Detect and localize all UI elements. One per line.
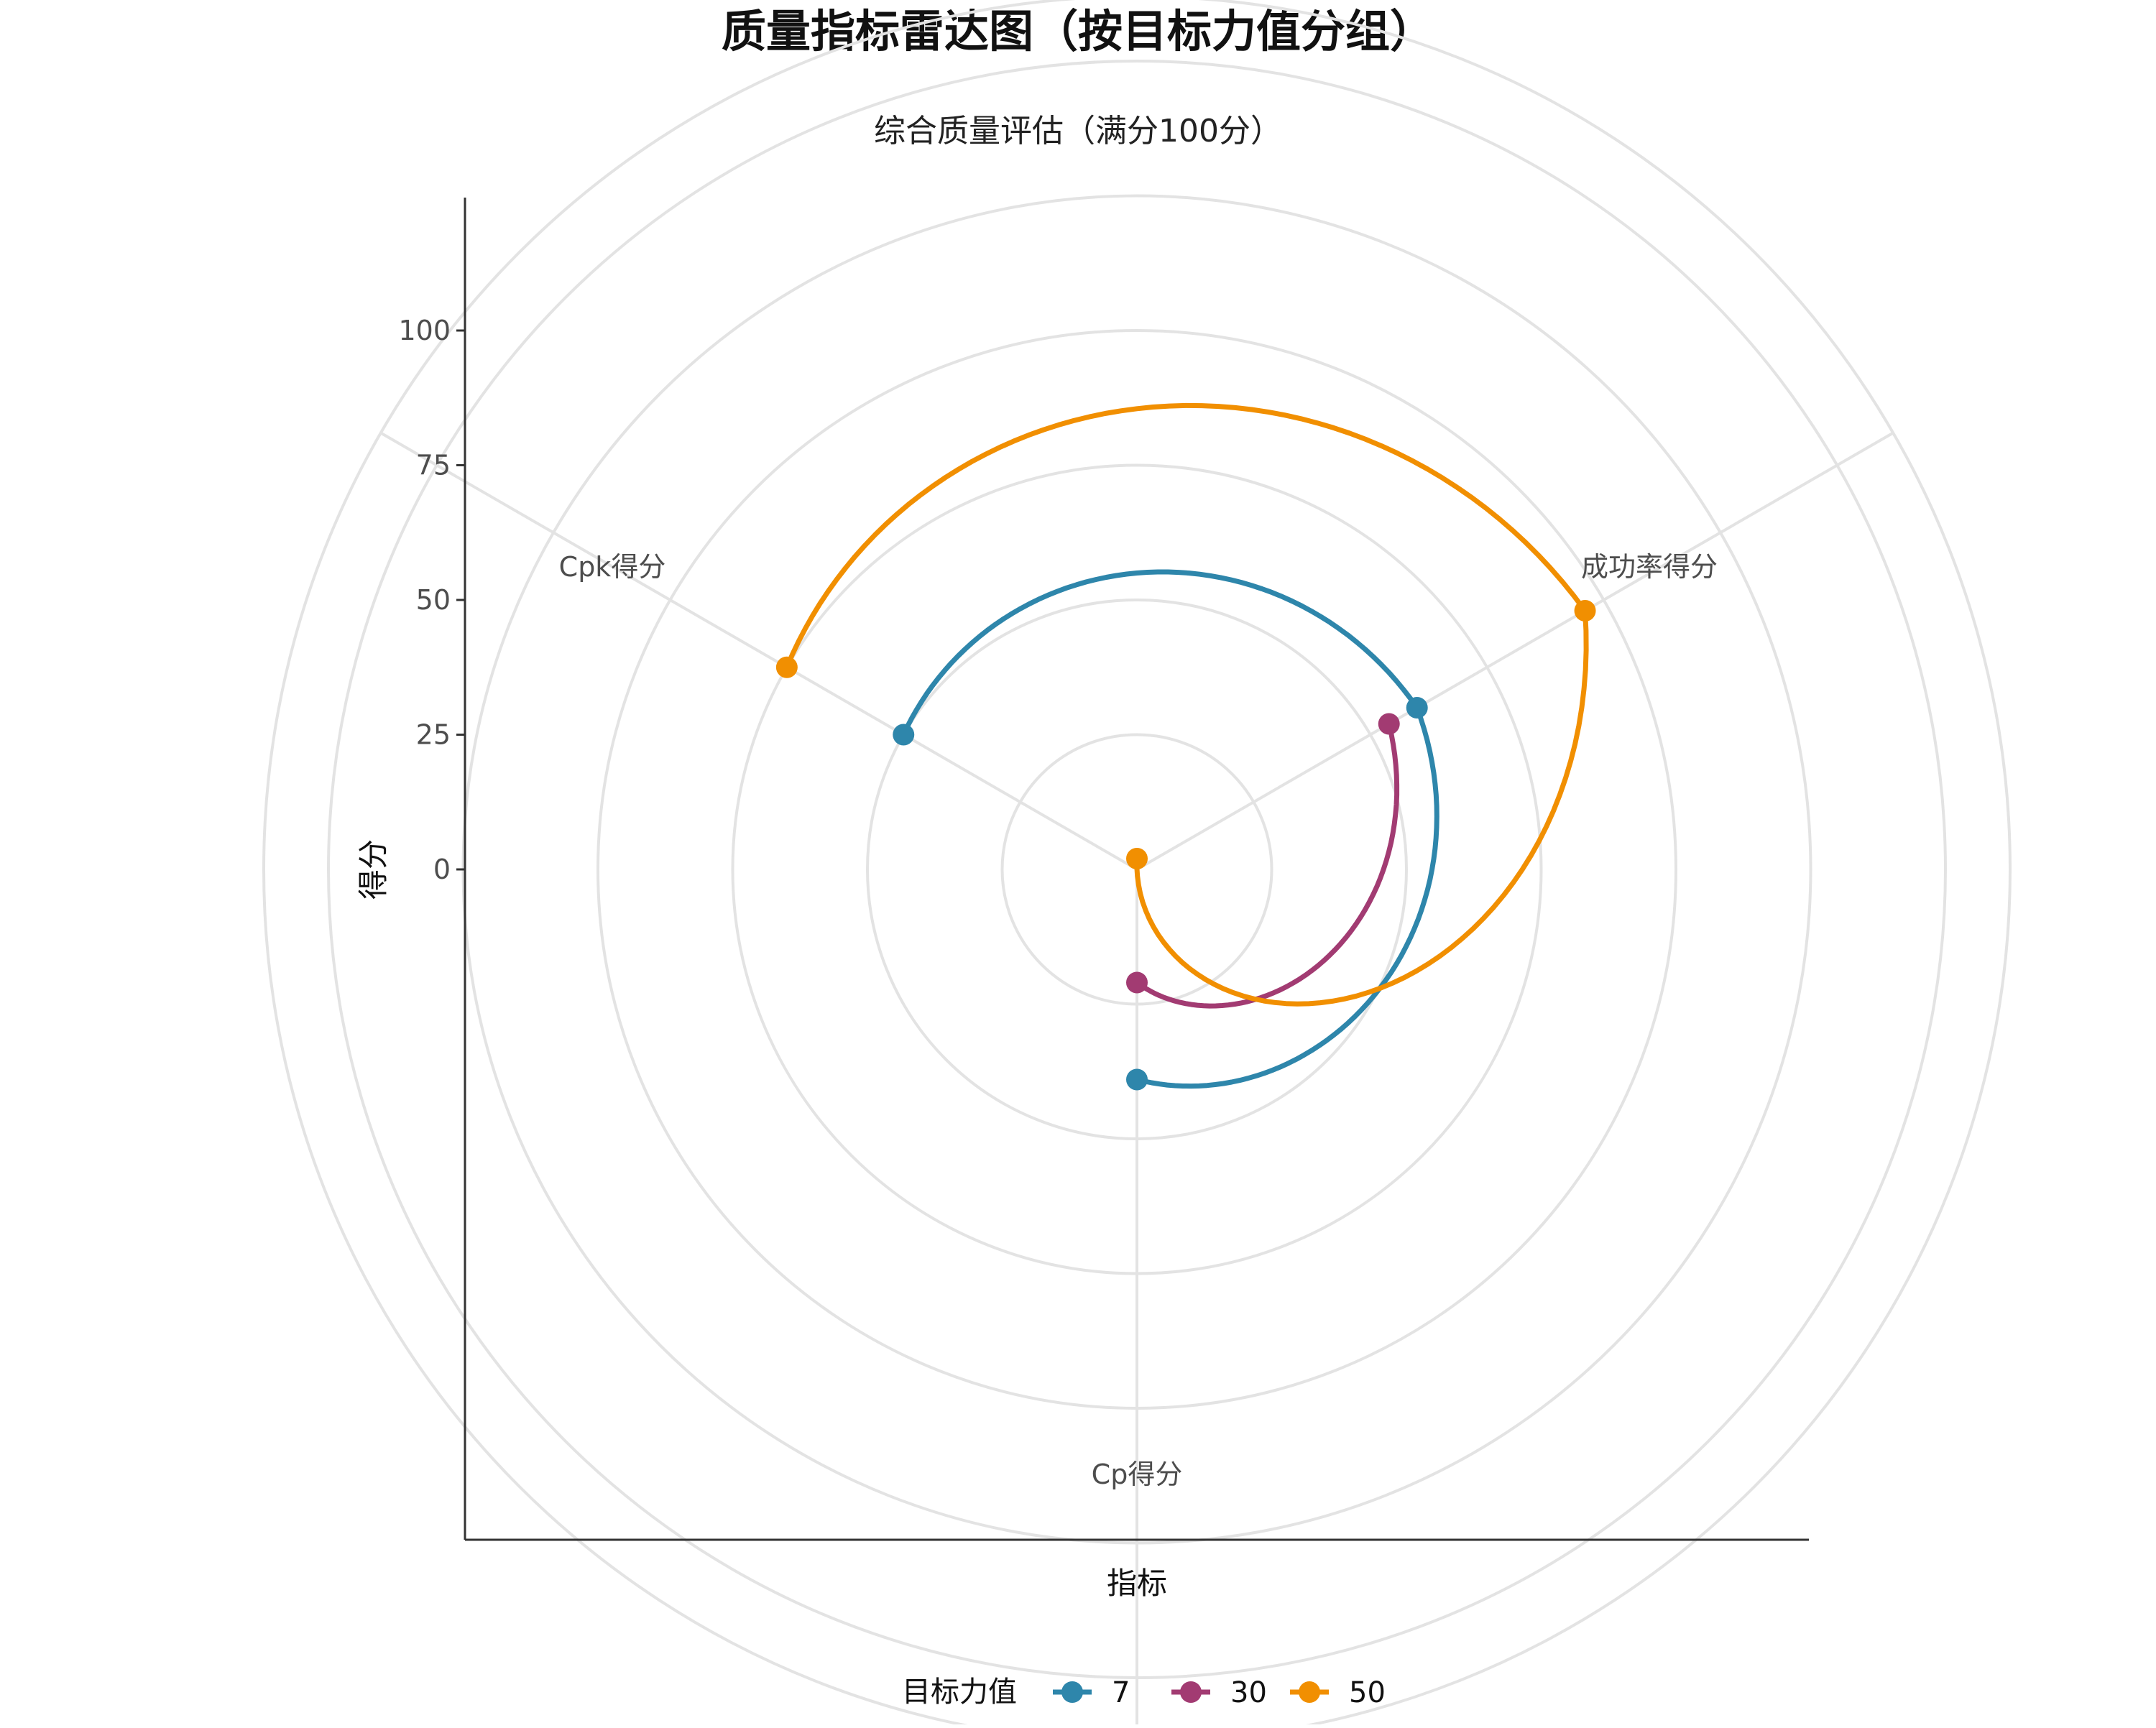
y-tick-label: 75: [416, 450, 451, 481]
grid-ring: [262, 0, 2012, 1728]
category-label: 成功率得分: [1581, 551, 1718, 583]
chart-title: 质量指标雷达图（按目标力值分组）: [722, 5, 1434, 57]
legend-label-50: 50: [1349, 1676, 1386, 1709]
legend: 目标力值 7 30 50: [902, 1676, 1386, 1709]
y-tick-label: 25: [416, 719, 451, 751]
category-label: Cp得分: [1092, 1459, 1183, 1490]
x-axis-title: 指标: [1107, 1566, 1167, 1601]
spoke-3: [379, 431, 1138, 871]
spoke-2: [1136, 431, 1894, 871]
y-tick-label: 50: [416, 584, 451, 616]
series-line-50: [784, 402, 1589, 1007]
legend-items: 7 30 50: [1053, 1676, 1386, 1709]
y-ticks: 0 25 50 75 100: [398, 315, 465, 885]
category-labels: Cp得分 成功率得分 Cpk得分: [559, 551, 1718, 1490]
legend-title: 目标力值: [902, 1676, 1017, 1709]
y-axis-title: 得分: [356, 839, 391, 900]
legend-label-7: 7: [1112, 1676, 1130, 1709]
data-point-50: [775, 656, 798, 678]
data-point-7: [1126, 1068, 1148, 1091]
data-point-30: [1126, 971, 1148, 994]
series-layer: [775, 402, 1596, 1091]
legend-key-point-50: [1299, 1681, 1320, 1703]
category-label: Cpk得分: [559, 551, 666, 583]
chart-subtitle: 综合质量评估（满分100分）: [874, 113, 1282, 149]
data-point-50: [1574, 600, 1596, 622]
spoke-layer: [379, 431, 1894, 1728]
series-line-30: [1134, 721, 1400, 1009]
data-point-7: [1406, 697, 1428, 719]
y-tick-label: 100: [398, 315, 451, 346]
y-tick-label: 0: [433, 854, 451, 885]
legend-label-30: 30: [1230, 1676, 1267, 1709]
data-point-30: [1378, 713, 1400, 735]
legend-key-point-30: [1180, 1681, 1202, 1703]
data-point-50: [1126, 848, 1148, 869]
legend-key-point-7: [1061, 1681, 1083, 1703]
data-point-7: [893, 724, 915, 746]
